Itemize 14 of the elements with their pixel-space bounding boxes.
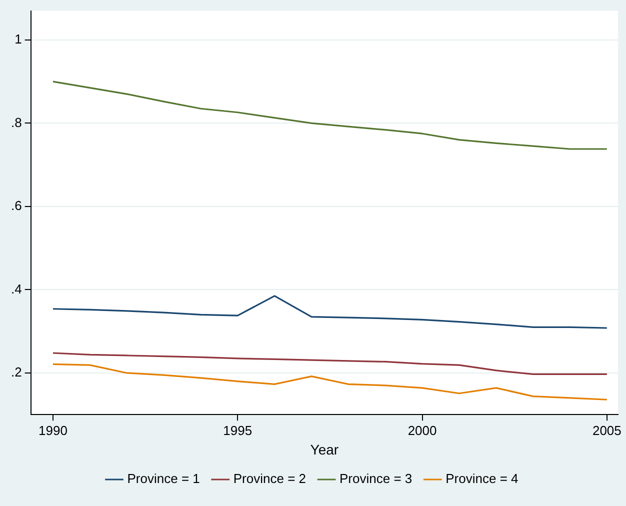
x-tick-label: 1995 — [223, 422, 252, 438]
y-tick-label: .8 — [11, 114, 22, 130]
x-tick-label: 2000 — [408, 422, 437, 438]
legend-label: Province = 4 — [446, 471, 518, 486]
y-tick-label: .2 — [11, 364, 22, 380]
y-tick-label: .4 — [11, 281, 22, 296]
y-tick-label: .6 — [11, 198, 22, 214]
legend-label: Province = 1 — [127, 471, 200, 486]
x-tick-label: 1990 — [38, 422, 68, 438]
legend-label: Province = 3 — [340, 471, 412, 486]
legend-label: Province = 2 — [233, 471, 306, 486]
y-tick-label: 1 — [14, 32, 22, 47]
x-tick-label: 2005 — [592, 422, 622, 438]
x-axis-title: Year — [310, 441, 339, 458]
